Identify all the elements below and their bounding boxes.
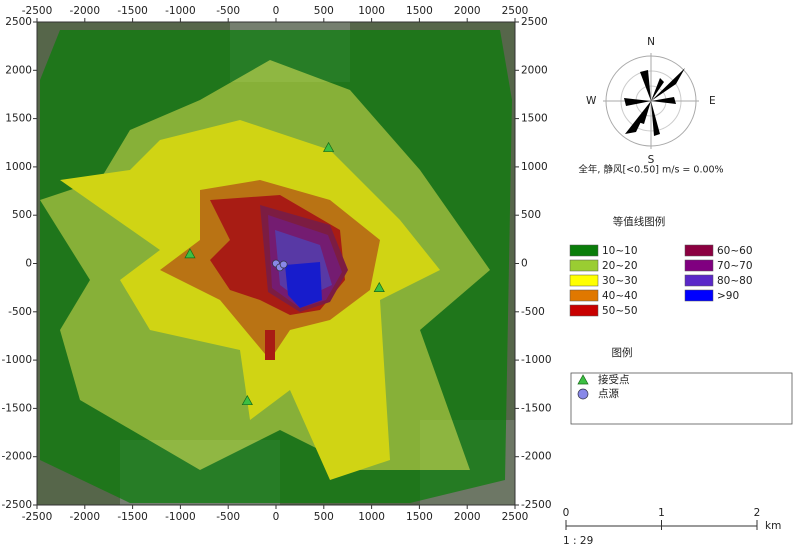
contour-label: 50~50: [602, 305, 638, 317]
receptor: [322, 141, 335, 152]
contour-swatch: [569, 304, 599, 317]
y-tick-label-left: -500: [8, 306, 32, 318]
contour-swatch: [569, 259, 599, 272]
x-tick-label-bottom: -500: [216, 511, 240, 523]
legend-label: 接受点: [598, 373, 630, 386]
wind-rose: [603, 53, 699, 149]
contour-swatch: [569, 274, 599, 287]
receptor: [241, 394, 253, 406]
contour-legend: 10~10 20~20 30~30 40~40 50~50 60~60 70~70 80~80…: [569, 244, 753, 317]
y-tick-label-left: 500: [12, 209, 32, 221]
x-tick-label-top: -1500: [117, 5, 148, 17]
x-tick-label-top: 1500: [406, 5, 433, 17]
x-tick-label-top: -500: [216, 5, 240, 17]
y-tick-label-left: 1500: [5, 113, 32, 125]
compass-w: W: [586, 95, 597, 107]
x-tick-label-bottom: -2000: [70, 511, 101, 523]
x-tick-label-top: -2500: [22, 5, 53, 17]
contour-swatch: [569, 289, 599, 302]
y-tick-label-right: -2000: [521, 451, 552, 463]
source: [279, 260, 288, 269]
scale-label: 2: [754, 507, 761, 519]
y-tick-label-left: 1000: [5, 161, 32, 173]
x-tick-label-bottom: 2000: [454, 511, 481, 523]
y-tick-label-right: 1000: [521, 161, 548, 173]
map-marks: [184, 141, 385, 406]
x-tick-label-bottom: -2500: [22, 511, 53, 523]
x-tick-label-top: -1000: [165, 5, 196, 17]
scale-label: 0: [563, 507, 570, 519]
x-tick-label-top: 0: [273, 5, 280, 17]
scale-ratio: 1 : 29: [563, 535, 593, 545]
receptor: [373, 281, 385, 292]
contour-swatch: [684, 289, 714, 302]
x-tick-label-bottom: 0: [273, 511, 280, 523]
contour-label: 30~30: [602, 275, 638, 287]
x-tick-label-top: 2000: [454, 5, 481, 17]
contour-legend-title: 等值线图例: [613, 215, 666, 228]
scale-label: 1: [658, 507, 665, 519]
x-tick-label-bottom: 500: [314, 511, 334, 523]
x-tick-label-top: 500: [314, 5, 334, 17]
legend-title: 图例: [612, 346, 633, 359]
x-tick-label-top: -2000: [70, 5, 101, 17]
y-tick-label-left: 0: [25, 258, 32, 270]
legend-source-icon: [577, 388, 589, 400]
y-tick-label-right: -1000: [521, 354, 552, 366]
y-tick-label-right: -500: [521, 306, 545, 318]
contour-label: 80~80: [717, 275, 753, 287]
x-tick-label-top: 2500: [502, 5, 529, 17]
compass-e: E: [709, 95, 716, 107]
x-tick-label-bottom: -1000: [165, 511, 196, 523]
compass-n: N: [647, 36, 655, 48]
scale-unit: km: [765, 520, 781, 532]
contour-swatch: [569, 244, 599, 257]
y-tick-label-right: -1500: [521, 402, 552, 414]
contour-label: 10~10: [602, 245, 638, 257]
compass-s: S: [648, 154, 655, 166]
wind-caption: 全年, 静风[<0.50] m/s = 0.00%: [578, 164, 723, 176]
contour-swatch: [684, 259, 714, 272]
x-tick-label-bottom: -1500: [117, 511, 148, 523]
y-tick-label-left: -1500: [1, 402, 32, 414]
scale-bar: 0 1 2 km 1 : 29: [563, 507, 782, 545]
legend-box: [570, 372, 793, 425]
y-tick-label-right: -2500: [521, 499, 552, 511]
y-tick-label-left: -2500: [1, 499, 32, 511]
y-tick-label-right: 1500: [521, 113, 548, 125]
x-tick-label-bottom: 1000: [358, 511, 385, 523]
contour-label: 20~20: [602, 260, 638, 272]
y-tick-label-left: -1000: [1, 354, 32, 366]
y-tick-label-left: -2000: [1, 451, 32, 463]
y-tick-label-right: 2000: [521, 64, 548, 76]
contour-label: >90: [717, 290, 739, 302]
legend-receptor-icon: [577, 374, 589, 385]
y-tick-label-right: 0: [521, 258, 528, 270]
contour-label: 70~70: [717, 260, 753, 272]
contour-swatch: [684, 244, 714, 257]
x-tick-label-bottom: 2500: [502, 511, 529, 523]
x-tick-label-bottom: 1500: [406, 511, 433, 523]
legend-label: 点源: [598, 387, 619, 400]
y-tick-label-right: 500: [521, 209, 541, 221]
contour-label: 60~60: [717, 245, 753, 257]
contours: [40, 30, 512, 503]
contour-swatch: [684, 274, 714, 287]
y-tick-label-left: 2500: [5, 16, 32, 28]
y-tick-label-right: 2500: [521, 16, 548, 28]
x-tick-label-top: 1000: [358, 5, 385, 17]
contour-label: 40~40: [602, 290, 638, 302]
receptor: [184, 248, 196, 259]
y-tick-label-left: 2000: [5, 64, 32, 76]
